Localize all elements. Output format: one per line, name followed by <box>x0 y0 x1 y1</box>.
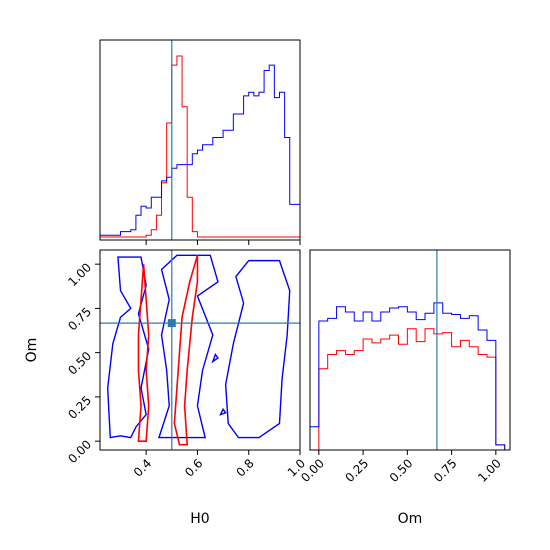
om-y-tick-label: 0.00 <box>65 437 94 466</box>
x-axis-label-h0: H0 <box>190 511 209 527</box>
contour-series-b <box>158 254 219 439</box>
joint-y-ticks: 0.00 0.25 0.50 0.75 1.00 <box>65 260 100 466</box>
contour-series-b <box>106 256 150 439</box>
contour-series-b <box>224 259 291 439</box>
om-marginal-panel: 0.00 0.25 0.50 0.75 1.00 <box>298 249 511 485</box>
x-axis-label-om: Om <box>398 511 423 527</box>
h0-hist-series-b <box>99 64 301 237</box>
h0-marginal-ticks <box>145 240 301 245</box>
om-marginal-frame <box>309 249 511 451</box>
om-y-tick-label: 0.25 <box>65 393 94 422</box>
om-y-tick-label: 0.75 <box>65 305 94 334</box>
om-y-tick-label: 0.50 <box>65 349 94 378</box>
om-hist-series-b <box>309 302 506 450</box>
h0-hist-line-series-b <box>99 64 301 237</box>
om-y-tick-label: 1.00 <box>65 260 94 289</box>
om-hist-series-a <box>310 328 506 451</box>
h0-marginal-panel <box>99 39 301 245</box>
h0-hist-line-series-a <box>100 55 300 238</box>
contour-series-a <box>137 264 150 442</box>
joint-contours-series-b <box>106 254 291 439</box>
joint-frame <box>99 249 301 451</box>
joint-truth-marker <box>167 319 176 328</box>
h0-tick-label: 0.8 <box>233 456 256 479</box>
om-x-tick-label: 0.75 <box>431 456 460 485</box>
om-x-tick-label: 0.50 <box>387 456 416 485</box>
joint-panel: 0.4 0.6 0.8 1.0 0.000.250.500.751.00 <box>65 249 308 480</box>
h0-hist-series-a <box>100 55 300 238</box>
h0-tick-label: 0.4 <box>131 456 154 479</box>
y-axis-label-om: Om <box>24 338 40 363</box>
contour-series-a <box>173 255 199 446</box>
om-x-tick-label: 1.00 <box>475 456 504 485</box>
om-x-ticks: 0.00 0.25 0.50 0.75 1.00 <box>298 450 504 485</box>
om-x-tick-label: 0.25 <box>342 456 371 485</box>
h0-tick-label: 0.6 <box>182 456 205 479</box>
contour-series-b <box>211 352 219 364</box>
om-hist-line-series-b <box>309 302 506 450</box>
joint-contours-series-a <box>137 255 199 446</box>
contour-series-b <box>219 407 227 416</box>
om-hist-line-series-a <box>310 328 506 451</box>
h0-marginal-frame <box>99 39 301 241</box>
joint-x-ticks: 0.4 0.6 0.8 1.0 <box>131 450 308 480</box>
